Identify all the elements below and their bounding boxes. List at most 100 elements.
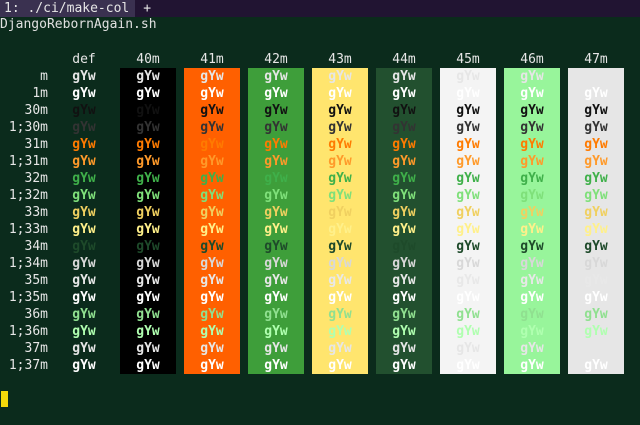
sample-cell-46m: gYw [520, 69, 544, 84]
sample-cell-47m: gYw [584, 290, 608, 305]
column-header-41m: 41m [200, 52, 224, 67]
sample-cell-45m: gYw [456, 239, 480, 254]
row-label: 30m [24, 103, 48, 118]
sample-cell-47m: gYw [584, 120, 608, 135]
sample-cell-45m: gYw [456, 222, 480, 237]
sample-cell-42m: gYw [264, 307, 288, 322]
tab-make-col[interactable]: 1: ./ci/make-col [0, 0, 136, 17]
column-header-40m: 40m [136, 52, 160, 67]
color-row-1-36m: 1;36m gYw gYw gYw gYw gYw gYw gYw gYw gYw [0, 323, 640, 340]
row-label: 1;31m [8, 154, 48, 169]
column-header-45m: 45m [456, 52, 480, 67]
sample-cell-44m: gYw [392, 205, 416, 220]
sample-cell-44m: gYw [392, 307, 416, 322]
sample-cell-41m: gYw [200, 69, 224, 84]
sample-cell-42m: gYw [264, 188, 288, 203]
sample-cell-46m: gYw [520, 188, 544, 203]
sample-cell-47m: gYw [584, 103, 608, 118]
sample-cell-42m: gYw [264, 324, 288, 339]
sample-cell-def: gYw [72, 120, 96, 135]
sample-cell-def: gYw [72, 188, 96, 203]
sample-cell-45m: gYw [456, 154, 480, 169]
sample-cell-def: gYw [72, 205, 96, 220]
sample-cell-40m: gYw [136, 239, 160, 254]
sample-cell-42m: gYw [264, 222, 288, 237]
sample-cell-44m: gYw [392, 69, 416, 84]
sample-cell-47m: gYw [584, 324, 608, 339]
sample-cell-42m: gYw [264, 103, 288, 118]
row-label: 32m [24, 171, 48, 186]
sample-cell-47m: gYw [584, 341, 608, 356]
sample-cell-47m: gYw [584, 86, 608, 101]
script-title: DjangoRebornAgain.sh [0, 17, 157, 32]
sample-cell-def: gYw [72, 290, 96, 305]
sample-cell-46m: gYw [520, 341, 544, 356]
color-row-1-30m: 1;30m gYw gYw gYw gYw gYw gYw gYw gYw gYw [0, 119, 640, 136]
sample-cell-def: gYw [72, 358, 96, 373]
sample-cell-41m: gYw [200, 358, 224, 373]
sample-cell-46m: gYw [520, 358, 544, 373]
sample-cell-45m: gYw [456, 256, 480, 271]
sample-cell-44m: gYw [392, 120, 416, 135]
sample-cell-42m: gYw [264, 120, 288, 135]
sample-cell-46m: gYw [520, 222, 544, 237]
color-row-35m: 35m gYw gYw gYw gYw gYw gYw gYw gYw gYw [0, 272, 640, 289]
column-header-47m: 47m [584, 52, 608, 67]
terminal-cursor [1, 391, 8, 407]
sample-cell-def: gYw [72, 324, 96, 339]
sample-cell-41m: gYw [200, 103, 224, 118]
row-label: 36m [24, 307, 48, 322]
sample-cell-46m: gYw [520, 86, 544, 101]
row-label: m [40, 69, 48, 84]
row-label: 1;32m [8, 188, 48, 203]
sample-cell-46m: gYw [520, 239, 544, 254]
sample-cell-45m: gYw [456, 69, 480, 84]
sample-cell-46m: gYw [520, 103, 544, 118]
sample-cell-46m: gYw [520, 154, 544, 169]
sample-cell-44m: gYw [392, 341, 416, 356]
sample-cell-43m: gYw [328, 358, 352, 373]
sample-cell-45m: gYw [456, 205, 480, 220]
sample-cell-46m: gYw [520, 171, 544, 186]
sample-cell-41m: gYw [200, 273, 224, 288]
sample-cell-43m: gYw [328, 239, 352, 254]
bg-column-47m [568, 68, 624, 374]
add-tab-button[interactable]: + [143, 1, 152, 16]
sample-cell-42m: gYw [264, 205, 288, 220]
color-row-34m: 34m gYw gYw gYw gYw gYw gYw gYw gYw gYw [0, 238, 640, 255]
sample-cell-44m: gYw [392, 86, 416, 101]
row-label: 35m [24, 273, 48, 288]
sample-cell-40m: gYw [136, 273, 160, 288]
sample-cell-def: gYw [72, 273, 96, 288]
sample-cell-41m: gYw [200, 341, 224, 356]
sample-cell-45m: gYw [456, 341, 480, 356]
sample-cell-43m: gYw [328, 307, 352, 322]
row-label: 1;35m [8, 290, 48, 305]
sample-cell-41m: gYw [200, 256, 224, 271]
column-header-44m: 44m [392, 52, 416, 67]
sample-cell-40m: gYw [136, 154, 160, 169]
sample-cell-43m: gYw [328, 290, 352, 305]
row-label: 1;30m [8, 120, 48, 135]
sample-cell-46m: gYw [520, 120, 544, 135]
sample-cell-47m: gYw [584, 171, 608, 186]
sample-cell-40m: gYw [136, 256, 160, 271]
sample-cell-43m: gYw [328, 341, 352, 356]
bg-column-41m [184, 68, 240, 374]
sample-cell-46m: gYw [520, 307, 544, 322]
sample-cell-def: gYw [72, 154, 96, 169]
sample-cell-44m: gYw [392, 273, 416, 288]
sample-cell-40m: gYw [136, 324, 160, 339]
column-header-46m: 46m [520, 52, 544, 67]
row-label: 1;34m [8, 256, 48, 271]
bg-column-44m [376, 68, 432, 374]
sample-cell-44m: gYw [392, 290, 416, 305]
sample-cell-43m: gYw [328, 188, 352, 203]
color-row-32m: 32m gYw gYw gYw gYw gYw gYw gYw gYw gYw [0, 170, 640, 187]
sample-cell-43m: gYw [328, 205, 352, 220]
column-header-def: def [72, 52, 96, 67]
row-label: 1m [32, 86, 48, 101]
sample-cell-44m: gYw [392, 103, 416, 118]
row-label: 1;36m [8, 324, 48, 339]
sample-cell-def: gYw [72, 103, 96, 118]
